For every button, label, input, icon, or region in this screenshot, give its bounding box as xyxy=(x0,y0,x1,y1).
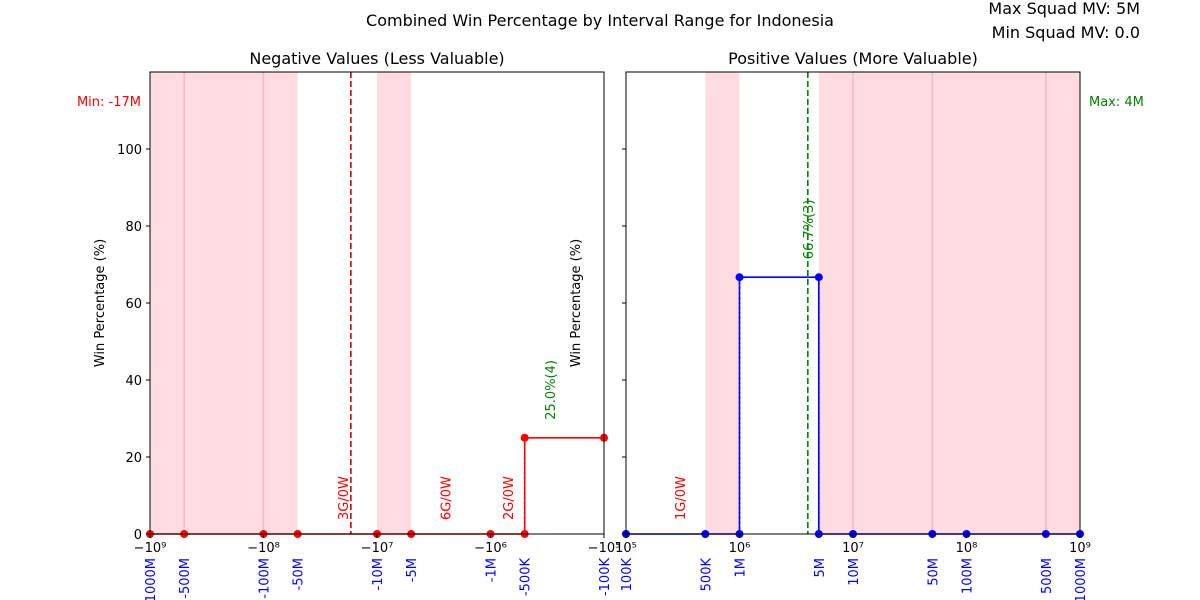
percent-label: 66.7%(3) xyxy=(802,199,817,259)
x-tick-label: 10⁶ xyxy=(729,541,751,556)
median-label: Max: 4M xyxy=(1089,95,1144,110)
boundary-label: -5M xyxy=(405,558,420,582)
boundary-label: -500M xyxy=(178,558,193,599)
shaded-interval-1 xyxy=(377,72,412,534)
min-squad-mv-label: Min Squad MV: 0.0 xyxy=(992,23,1140,42)
boundary-label: 100K xyxy=(620,558,635,592)
boundary-label: -500K xyxy=(519,558,534,597)
panel-title: Positive Values (More Valuable) xyxy=(728,49,978,68)
boundary-label: 50M xyxy=(926,558,941,586)
positive-values-panel: Positive Values (More Valuable) Win Perce… xyxy=(569,49,1144,600)
data-point-8 xyxy=(520,433,529,442)
boundary-label: -1000M xyxy=(144,558,159,600)
x-tick-label: −10⁶ xyxy=(474,541,507,556)
boundary-label: 500M xyxy=(1040,558,1055,594)
x-tick-label: −10⁷ xyxy=(361,541,394,556)
y-tick-label: 100 xyxy=(117,143,142,158)
x-tick-label: −10⁵ xyxy=(588,541,621,556)
shaded-interval-0 xyxy=(150,72,298,534)
shaded-interval-1 xyxy=(818,72,1080,534)
interval-label: 1G/0W xyxy=(674,476,689,520)
boundary-label: 1000M xyxy=(1074,558,1089,600)
boundary-label: 100M xyxy=(961,558,976,594)
boundary-label: 10M xyxy=(847,558,862,586)
y-axis-label: Win Percentage (%) xyxy=(93,239,108,367)
panel-title: Negative Values (Less Valuable) xyxy=(249,49,504,68)
boundary-label: 500K xyxy=(699,558,714,592)
median-label: Min: -17M xyxy=(77,95,141,110)
y-tick-label: 0 xyxy=(134,528,142,543)
interval-label: 2G/0W xyxy=(502,476,517,520)
boundary-label: -100K xyxy=(598,558,613,597)
y-tick-label: 60 xyxy=(125,297,142,312)
figure-title: Combined Win Percentage by Interval Rang… xyxy=(366,11,834,30)
y-axis-label: Win Percentage (%) xyxy=(569,239,584,367)
shaded-interval-0 xyxy=(705,72,740,534)
data-point-4 xyxy=(814,273,823,282)
boundary-label: 1M xyxy=(734,558,749,578)
x-tick-label: 10⁷ xyxy=(842,541,864,556)
y-tick-label: 20 xyxy=(125,451,142,466)
negative-values-panel: Negative Values (Less Valuable) 0 20 40 60 80… xyxy=(77,49,620,600)
x-tick-label: 10⁹ xyxy=(1069,541,1091,556)
x-tick-label: 10⁵ xyxy=(615,541,637,556)
x-tick-label: 10⁸ xyxy=(956,541,978,556)
boundary-label: 5M xyxy=(813,558,828,578)
boundary-label: -1M xyxy=(485,558,500,582)
y-tick-label: 40 xyxy=(125,374,142,389)
data-point-3 xyxy=(735,273,744,282)
x-tick-label: −10⁸ xyxy=(247,541,280,556)
percent-label: 25.0%(4) xyxy=(544,360,559,420)
y-tick-label: 80 xyxy=(125,220,142,235)
boundary-label: -10M xyxy=(371,558,386,590)
boundary-label: -100M xyxy=(258,558,273,599)
x-tick-label: −10⁹ xyxy=(134,541,167,556)
interval-label: 3G/0W xyxy=(337,476,352,520)
max-squad-mv-label: Max Squad MV: 5M xyxy=(988,0,1140,18)
boundary-label: -50M xyxy=(292,558,307,590)
interval-label: 6G/0W xyxy=(439,476,454,520)
